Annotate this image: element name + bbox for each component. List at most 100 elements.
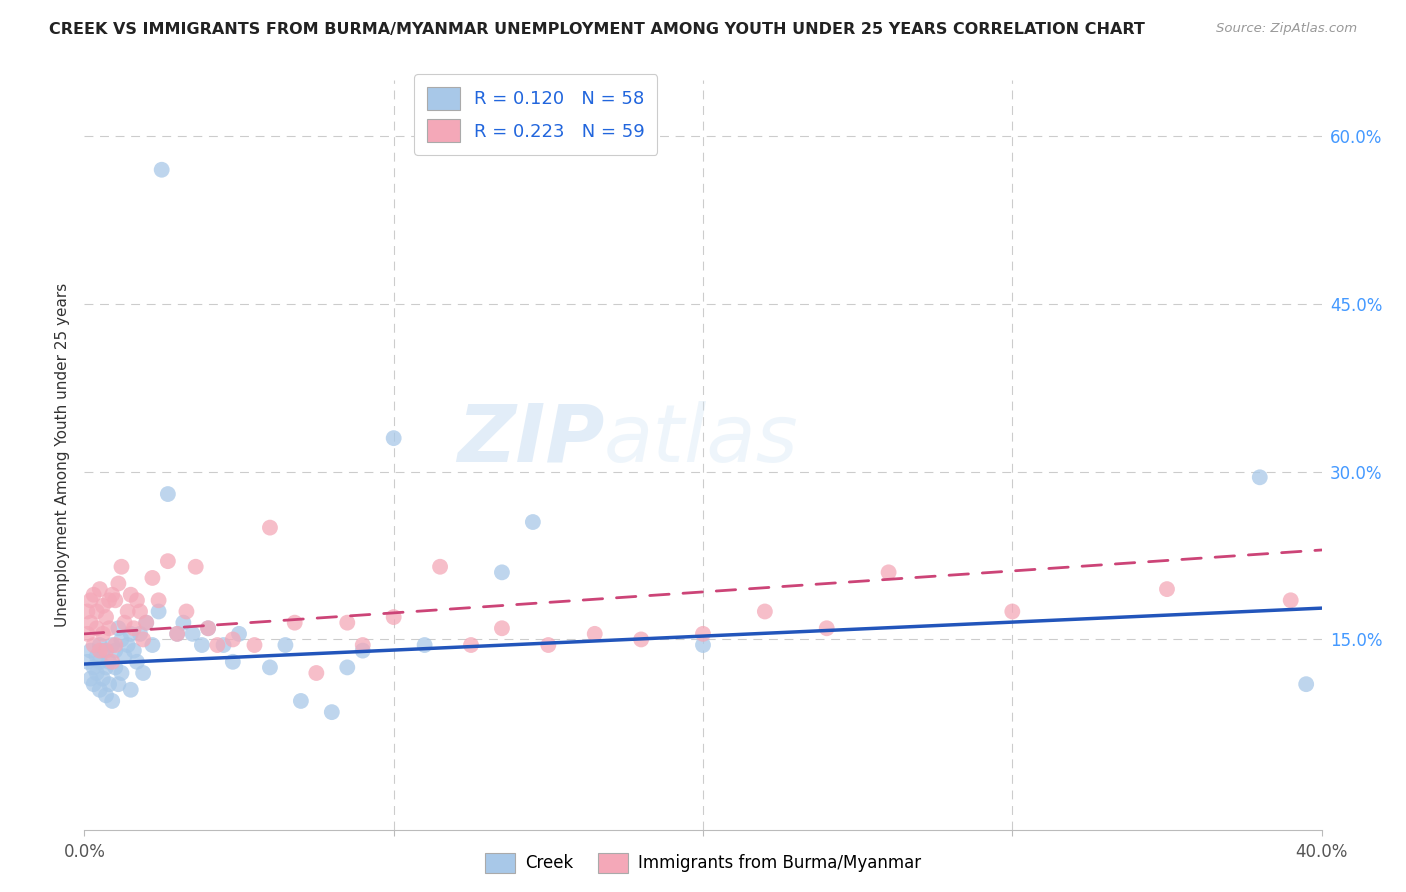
Point [101,655,124,669]
Point [79,615,101,630]
Point [120,588,142,602]
Point [290,694,312,708]
Point [86,665,108,680]
Point [104,643,127,657]
Point [98,677,121,691]
Point [91,599,114,613]
Point [537,638,560,652]
Point [120,682,142,697]
Point [166,627,188,641]
Point [104,593,127,607]
Point [89,582,111,596]
Text: atlas: atlas [605,401,799,479]
Point [148,593,170,607]
Point [104,660,127,674]
Point [86,649,108,664]
Legend: R = 0.120   N = 58, R = 0.223   N = 59: R = 0.120 N = 58, R = 0.223 N = 59 [415,74,658,155]
Point [222,655,245,669]
Point [877,566,900,580]
Point [107,576,129,591]
Point [148,605,170,619]
Point [692,638,714,652]
Point [1249,470,1271,484]
Point [197,621,219,635]
Point [583,627,606,641]
Point [91,643,114,657]
Text: ZIP: ZIP [457,401,605,479]
Point [132,665,155,680]
Point [141,571,163,585]
Point [336,660,359,674]
Point [91,672,114,686]
Point [86,605,108,619]
Point [207,638,229,652]
Point [120,627,142,641]
Point [222,632,245,647]
Point [83,660,105,674]
Point [166,627,188,641]
Point [460,638,482,652]
Point [184,559,207,574]
Point [98,593,121,607]
Point [382,610,405,624]
Point [117,638,139,652]
Point [815,621,838,635]
Point [89,682,111,697]
Point [197,621,219,635]
Point [129,627,152,641]
Point [129,605,152,619]
Point [172,615,194,630]
Point [150,162,173,177]
Point [94,643,117,657]
Point [259,660,281,674]
Point [101,694,124,708]
Point [176,605,198,619]
Point [117,605,139,619]
Point [692,627,714,641]
Point [107,621,129,635]
Point [228,627,250,641]
Point [76,605,98,619]
Text: Source: ZipAtlas.com: Source: ZipAtlas.com [1216,22,1357,36]
Point [181,627,204,641]
Point [1295,677,1317,691]
Point [125,593,148,607]
Point [1001,605,1024,619]
Point [86,621,108,635]
Point [754,605,776,619]
Point [141,638,163,652]
Point [321,705,343,719]
Point [94,610,117,624]
Point [125,655,148,669]
Point [491,621,513,635]
Point [191,638,214,652]
Point [83,638,105,652]
Point [114,649,136,664]
Point [89,655,111,669]
Point [110,559,132,574]
Point [79,593,101,607]
Point [98,621,121,635]
Point [1156,582,1178,596]
Point [89,643,111,657]
Point [110,632,132,647]
Point [114,615,136,630]
Point [243,638,266,652]
Point [352,638,374,652]
Point [212,638,235,652]
Point [110,665,132,680]
Point [630,632,652,647]
Point [259,520,281,534]
Y-axis label: Unemployment Among Youth under 25 years: Unemployment Among Youth under 25 years [55,283,70,627]
Text: CREEK VS IMMIGRANTS FROM BURMA/MYANMAR UNEMPLOYMENT AMONG YOUTH UNDER 25 YEARS C: CREEK VS IMMIGRANTS FROM BURMA/MYANMAR U… [49,22,1144,37]
Point [336,615,359,630]
Point [122,643,145,657]
Point [83,677,105,691]
Point [83,588,105,602]
Point [135,615,157,630]
Point [429,559,451,574]
Point [1279,593,1302,607]
Point [284,615,307,630]
Point [91,627,114,641]
Point [274,638,297,652]
